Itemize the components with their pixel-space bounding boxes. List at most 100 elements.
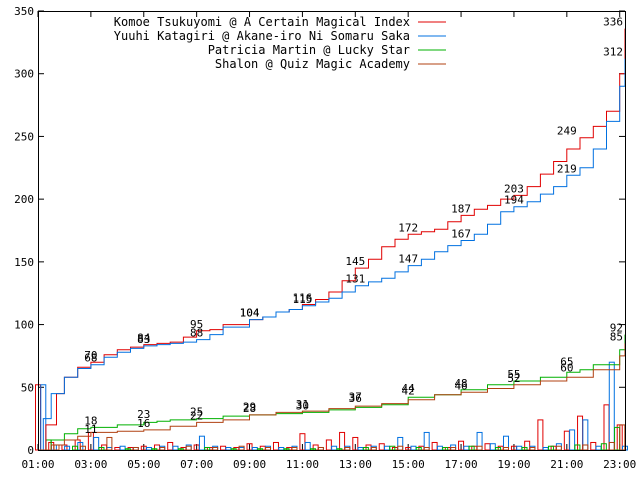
- data-label: 88: [190, 327, 203, 340]
- bar-0: [339, 431, 346, 451]
- bar-1: [555, 443, 562, 451]
- bar-3: [106, 436, 113, 451]
- y-tick-label: 250: [14, 130, 34, 143]
- bar-1: [93, 436, 100, 451]
- bar-1: [265, 445, 272, 451]
- bar-3: [159, 446, 166, 451]
- bar-1: [172, 445, 179, 451]
- data-label: 46: [454, 379, 467, 392]
- bar-1: [225, 446, 232, 451]
- data-label: 65: [560, 355, 573, 368]
- x-tick-label: 07:00: [180, 458, 213, 471]
- bar-1: [146, 446, 153, 451]
- bar-0: [537, 419, 544, 451]
- data-label: 70: [84, 349, 97, 362]
- data-label: 11: [84, 423, 97, 436]
- data-label: 16: [137, 417, 150, 430]
- legend-label: Komoe Tsukuyomi @ A Certain Magical Inde…: [114, 15, 410, 29]
- bar-1: [344, 445, 351, 451]
- y-tick-label: 150: [14, 256, 34, 269]
- bar-3: [265, 446, 272, 451]
- legend-label: Patricia Martin @ Lucky Star: [208, 43, 410, 57]
- data-label: 29: [243, 401, 256, 414]
- bars-layer: [35, 361, 628, 451]
- bar-3: [397, 445, 404, 451]
- lines-layer: [38, 28, 626, 451]
- y-tick-label: 100: [14, 319, 34, 332]
- bar-1: [569, 429, 576, 451]
- data-label: 95: [190, 318, 203, 331]
- data-label: 147: [398, 253, 418, 266]
- bar-0: [431, 441, 438, 451]
- bar-0: [272, 441, 279, 451]
- data-label: 336: [603, 16, 623, 29]
- data-label: 18: [84, 414, 97, 427]
- bar-3: [423, 446, 430, 451]
- data-label: 84: [137, 332, 151, 345]
- bar-3: [212, 446, 219, 451]
- data-label: 172: [398, 221, 418, 234]
- bar-1: [529, 445, 536, 451]
- y-tick-label: 350: [14, 5, 34, 18]
- bar-3: [476, 445, 483, 451]
- data-label: 104: [240, 307, 260, 320]
- bar-0: [220, 445, 227, 451]
- data-label: 187: [451, 202, 471, 215]
- plot-frame: [38, 11, 626, 451]
- bar-0: [484, 443, 491, 451]
- bar-3: [344, 446, 351, 451]
- bar-1: [331, 445, 338, 451]
- bar-3: [317, 446, 324, 451]
- bar-1: [582, 419, 589, 451]
- data-label: 219: [557, 162, 577, 175]
- bar-1: [489, 443, 496, 451]
- data-label: 92: [610, 322, 623, 335]
- data-label: 104: [240, 307, 260, 320]
- bar-1: [159, 445, 166, 451]
- bar-3: [608, 441, 615, 451]
- bar-0: [167, 441, 174, 451]
- bar-1: [608, 361, 615, 451]
- data-label: 203: [504, 182, 524, 195]
- data-label: 116: [292, 292, 312, 305]
- bar-1: [119, 445, 126, 451]
- data-label: 37: [349, 391, 362, 404]
- data-label: 60: [560, 362, 573, 375]
- bar-1: [304, 441, 311, 451]
- bar-1: [542, 446, 549, 451]
- bar-3: [185, 445, 192, 451]
- data-label: 30: [296, 399, 309, 412]
- bar-1: [410, 445, 417, 451]
- data-label: 83: [137, 333, 150, 346]
- y-tick-label: 200: [14, 193, 34, 206]
- bar-3: [503, 446, 510, 451]
- bar-1: [357, 446, 364, 451]
- legend-label: Yuuhi Katagiri @ Akane-iro Ni Somaru Sak…: [114, 29, 410, 43]
- y-tick-label: 50: [21, 381, 34, 394]
- data-label: 25: [190, 406, 203, 419]
- data-label: 194: [504, 194, 524, 207]
- data-label: 22: [190, 409, 203, 422]
- data-label: 85: [610, 330, 623, 343]
- bar-0: [603, 404, 610, 451]
- x-tick-label: 03:00: [74, 458, 107, 471]
- data-label: 48: [454, 377, 467, 390]
- bar-3: [238, 445, 245, 451]
- x-tick-label: 01:00: [21, 458, 54, 471]
- bar-3: [370, 446, 377, 451]
- legend: Komoe Tsukuyomi @ A Certain Magical Inde…: [114, 15, 446, 71]
- x-tick-label: 05:00: [127, 458, 160, 471]
- bar-0: [325, 439, 332, 451]
- x-tick-label: 13:00: [339, 458, 372, 471]
- bar-1: [212, 445, 219, 451]
- data-label: 167: [451, 228, 471, 241]
- data-label: 131: [345, 273, 365, 286]
- x-tick-label: 23:00: [603, 458, 636, 471]
- y-tick-label: 300: [14, 68, 34, 81]
- bar-0: [114, 446, 121, 451]
- data-label: 31: [296, 398, 309, 411]
- data-label: 55: [507, 368, 520, 381]
- data-label: 52: [507, 372, 520, 385]
- bar-1: [198, 435, 205, 451]
